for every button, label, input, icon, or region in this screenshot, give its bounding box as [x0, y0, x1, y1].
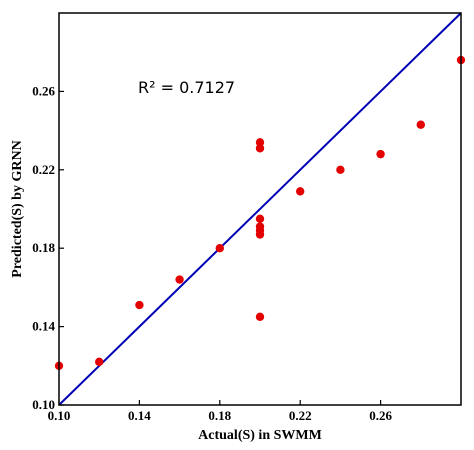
data-point: [255, 222, 265, 231]
y-tick-labels: 0.10 0.14 0.18 0.22 0.26: [32, 83, 55, 412]
x-tick-label: 0.14: [128, 408, 151, 423]
r-squared-annotation: R² = 0.7127: [138, 78, 235, 97]
x-tick-label: 0.26: [369, 408, 392, 423]
plot-area: [54, 12, 466, 406]
x-axis-label: Actual(S) in SWMM: [198, 428, 322, 443]
data-point: [255, 138, 265, 147]
y-tick-label: 0.10: [32, 397, 55, 412]
data-point: [215, 244, 224, 253]
data-point: [95, 357, 104, 367]
data-point: [255, 144, 265, 153]
data-point: [336, 165, 345, 174]
data-point: [255, 312, 265, 321]
data-point: [255, 214, 265, 223]
y-tick-label: 0.14: [32, 319, 55, 334]
y-tick-label: 0.26: [32, 83, 55, 98]
data-point: [296, 187, 305, 196]
data-point: [416, 120, 425, 129]
plot-frame: [58, 12, 462, 406]
x-tick-label: 0.18: [208, 408, 231, 423]
data-point: [175, 275, 184, 284]
reference-line: [58, 12, 462, 406]
x-tick-labels: 0.10 0.14 0.18 0.22 0.26: [48, 408, 393, 423]
x-tick-label: 0.22: [289, 408, 312, 423]
data-point: [376, 149, 385, 159]
y-axis-label: Predicted(S) by GRNN: [10, 140, 25, 277]
x-tick-label: 0.10: [48, 408, 71, 423]
data-point: [135, 300, 144, 310]
y-tick-label: 0.22: [32, 162, 55, 177]
y-tick-label: 0.18: [32, 240, 55, 255]
